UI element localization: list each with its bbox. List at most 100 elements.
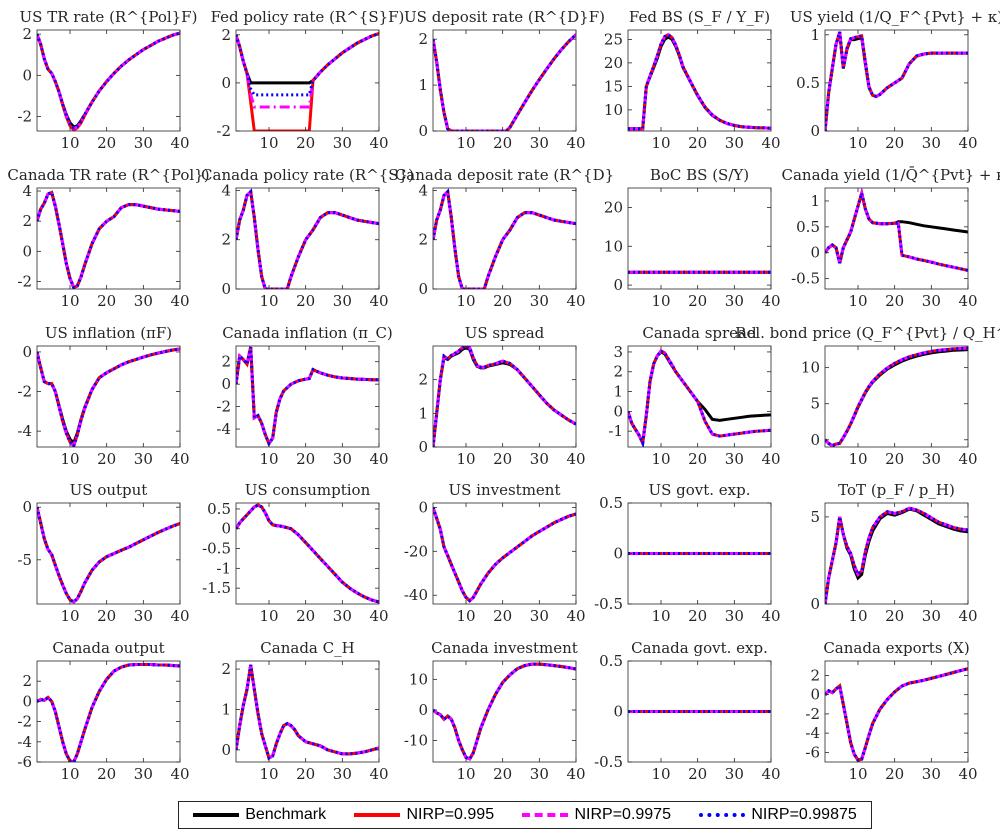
y-tick-label: 0	[418, 438, 428, 456]
panel-us-govt-exp: US govt. exp. 10 20 30 40 -0.5 0 0.5	[594, 481, 780, 625]
y-tick-label: 0.5	[796, 74, 820, 92]
x-tick-label: 20	[885, 765, 904, 783]
panel-title: US deposit rate (R^{D}F)	[404, 8, 605, 26]
series-line-benchmark	[236, 346, 379, 447]
axes-frame	[36, 29, 181, 132]
x-tick-label: 20	[296, 292, 315, 310]
series-line-nirp-0-99875	[825, 667, 968, 762]
x-tick-label: 40	[369, 292, 388, 310]
x-tick-label: 10	[456, 134, 475, 152]
panel-title: Canada output	[52, 639, 164, 657]
x-tick-label: 40	[170, 607, 189, 625]
x-tick-label: 20	[885, 292, 904, 310]
y-tick-label: 2	[418, 30, 428, 48]
axes-frame	[627, 345, 772, 448]
x-tick-label: 20	[885, 134, 904, 152]
y-tick-label: 1	[221, 700, 231, 718]
x-tick-label: 40	[958, 765, 977, 783]
x-tick-label: 10	[60, 292, 79, 310]
series-line-nirp-0-99875	[433, 33, 576, 131]
x-tick-label: 40	[566, 134, 585, 152]
y-tick-label: -0.5	[594, 753, 623, 771]
legend-item-nirp-09975: NIRP=0.9975	[522, 806, 671, 824]
panel-fed-policy-rate-r-s-f: Fed policy rate (R^{S}F) 10 20 30 40 -2 0 2	[211, 8, 405, 152]
series-line-nirp-0-99875	[236, 188, 379, 289]
series-line-benchmark	[236, 503, 379, 604]
x-tick-label: 30	[134, 765, 153, 783]
series-line-nirp-0-9975	[825, 188, 968, 272]
panel-canada-policy-rate-r-s: Canada policy rate (R^{S}) 10 20 30 40 0 2 4	[201, 166, 414, 310]
y-tick-label: 0	[810, 122, 820, 140]
y-tick-label: 1	[810, 192, 820, 210]
x-tick-label: 20	[296, 765, 315, 783]
y-tick-label: 2	[221, 353, 231, 371]
panel-canada-output: Canada output 10 20 30 40 -6 -4 -2 0 2	[17, 639, 189, 783]
x-tick-label: 30	[530, 765, 549, 783]
y-tick-label: -2	[17, 272, 32, 290]
legend-item-nirp-099875: NIRP=0.99875	[699, 806, 857, 824]
y-tick-label: 0.5	[796, 218, 820, 236]
panel-title: US output	[70, 481, 148, 499]
x-tick-label: 10	[259, 765, 278, 783]
series-line-nirp-0-99875	[37, 31, 180, 130]
panel-title: Canada spread	[642, 324, 757, 342]
series-line-nirp-0-9975	[37, 190, 180, 289]
panel-us-deposit-rate-r-d-f: US deposit rate (R^{D}F) 10 20 30 40 0 1 2	[404, 8, 605, 152]
x-tick-label: 10	[848, 765, 867, 783]
panel-title: US yield (1/Q_F^{Pvt} + κ)	[790, 8, 1000, 26]
series-line-nirp-0-995	[236, 346, 379, 447]
panel-title: US govt. exp.	[648, 481, 750, 499]
series-line-nirp-0-99875	[825, 188, 968, 272]
series-line-nirp-0-9975	[236, 503, 379, 604]
panel-tot-p-f-p-h: ToT (p_F / p_H) 10 20 30 40 0 5	[810, 481, 977, 625]
x-tick-label: 40	[761, 765, 780, 783]
y-tick-label: 5	[810, 395, 820, 413]
axes-frame	[824, 660, 969, 763]
series-line-nirp-0-9975	[433, 188, 576, 289]
x-tick-label: 20	[296, 450, 315, 468]
x-tick-label: 10	[651, 292, 670, 310]
legend-label-nirp-09975: NIRP=0.9975	[574, 806, 671, 823]
x-tick-label: 10	[259, 292, 278, 310]
x-tick-label: 20	[688, 765, 707, 783]
y-tick-label: 10	[409, 670, 428, 688]
y-tick-label: 2	[810, 666, 820, 684]
panel-title: Canada TR rate (R^{Pol})	[7, 166, 209, 184]
panel-title: US investment	[448, 481, 560, 499]
x-tick-label: 30	[333, 134, 352, 152]
panel-canada-exports-x: Canada exports (X) 10 20 30 40 -6-4-20 2	[805, 639, 977, 783]
x-tick-label: 30	[922, 134, 941, 152]
x-tick-label: 40	[369, 607, 388, 625]
axes-frame	[36, 502, 181, 605]
series-line-benchmark	[825, 188, 968, 264]
x-tick-label: 40	[566, 292, 585, 310]
x-tick-label: 20	[97, 292, 116, 310]
y-tick-label: 4	[221, 181, 231, 199]
y-tick-label: 0	[810, 686, 820, 704]
panel-title: Canada govt. exp.	[631, 639, 768, 657]
panel-title: Canada yield (1/Q̄^{Pvt} + κ)	[782, 166, 1000, 184]
series-line-benchmark	[433, 33, 576, 131]
y-tick-label: 0.5	[599, 652, 623, 670]
y-tick-label: -2	[17, 108, 32, 126]
series-line-nirp-0-99875	[37, 663, 180, 762]
axes-frame	[235, 345, 380, 448]
axes-frame	[432, 187, 577, 290]
x-tick-label: 30	[725, 134, 744, 152]
series-line-nirp-0-995	[825, 506, 968, 604]
x-tick-label: 30	[725, 450, 744, 468]
x-tick-label: 30	[333, 450, 352, 468]
x-tick-label: 10	[456, 765, 475, 783]
panel-canada-deposit-rate-r-d: Canada deposit rate (R^{D} 10 20 30 40 0 2 4	[395, 166, 614, 310]
y-tick-label: -2	[805, 705, 820, 723]
y-tick-label: 1	[418, 404, 428, 422]
x-tick-label: 40	[761, 607, 780, 625]
y-tick-label: -4	[805, 724, 820, 742]
x-tick-label: 10	[259, 134, 278, 152]
axes-frame	[627, 29, 772, 132]
axes-frame	[824, 29, 969, 132]
x-tick-label: 10	[259, 450, 278, 468]
y-tick-label: -2	[216, 398, 231, 416]
